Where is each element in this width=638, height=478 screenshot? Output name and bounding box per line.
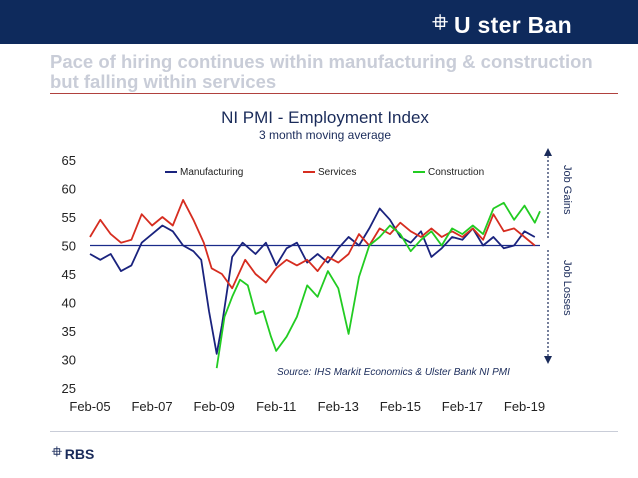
x-axis: Feb-05 Feb-07 Feb-09 Feb-11 Feb-13 Feb-15 Feb-… (69, 399, 545, 414)
x-tick-label: Feb-17 (442, 399, 483, 414)
legend: Manufacturing Services Construction (165, 167, 484, 178)
legend-label-services: Services (318, 167, 356, 178)
y-tick-label: 40 (62, 296, 76, 311)
y-tick-label: 65 (62, 153, 76, 168)
up-arrow-icon (544, 148, 552, 156)
y-tick-label: 30 (62, 353, 76, 368)
chart-title: NI PMI - Employment Index (221, 108, 429, 127)
footer-brand: RBS (64, 446, 95, 462)
x-tick-label: Feb-09 (194, 399, 235, 414)
headline-divider (50, 93, 618, 94)
legend-label-manufacturing: Manufacturing (180, 167, 243, 178)
x-tick-label: Feb-13 (318, 399, 359, 414)
series-lines (89, 199, 541, 369)
footer-divider (50, 431, 618, 432)
y-tick-label: 25 (62, 381, 76, 396)
y-tick-label: 45 (62, 267, 76, 282)
job-losses-label: Job Losses (561, 260, 573, 316)
series-line-services (89, 199, 536, 290)
job-gains-label: Job Gains (561, 165, 573, 215)
y-tick-label: 50 (62, 239, 76, 254)
page-headline: Pace of hiring continues within manufact… (50, 51, 593, 92)
source-note: Source: IHS Markit Economics & Ulster Ba… (277, 367, 510, 378)
brand-mark-icon: ⯐ (432, 12, 448, 34)
chart-subtitle: 3 month moving average (259, 128, 391, 142)
x-tick-label: Feb-15 (380, 399, 421, 414)
brand-name: U ster Ban (453, 11, 572, 38)
x-tick-label: Feb-07 (131, 399, 172, 414)
x-tick-label: Feb-05 (69, 399, 110, 414)
x-tick-label: Feb-19 (504, 399, 545, 414)
footer-logo[interactable]: ⯐ RBS (52, 443, 94, 465)
x-tick-label: Feb-11 (256, 399, 296, 414)
series-line-construction (215, 201, 541, 369)
employment-chart: NI PMI - Employment Index 3 month moving… (62, 108, 573, 414)
y-tick-label: 55 (62, 210, 76, 225)
rbs-mark-icon: ⯐ (52, 444, 62, 459)
job-direction-indicator: Job Gains Job Losses (544, 148, 573, 364)
y-tick-label: 35 (62, 324, 76, 339)
series-line-manufacturing (89, 207, 536, 355)
y-tick-label: 60 (62, 182, 76, 197)
legend-label-construction: Construction (428, 167, 484, 178)
brand-logo[interactable]: ⯐ U ster Ban (433, 8, 572, 42)
header-banner: ⯐ U ster Ban (0, 0, 638, 44)
down-arrow-icon (544, 356, 552, 364)
y-axis: 65 60 55 50 45 40 35 30 25 (62, 153, 76, 396)
